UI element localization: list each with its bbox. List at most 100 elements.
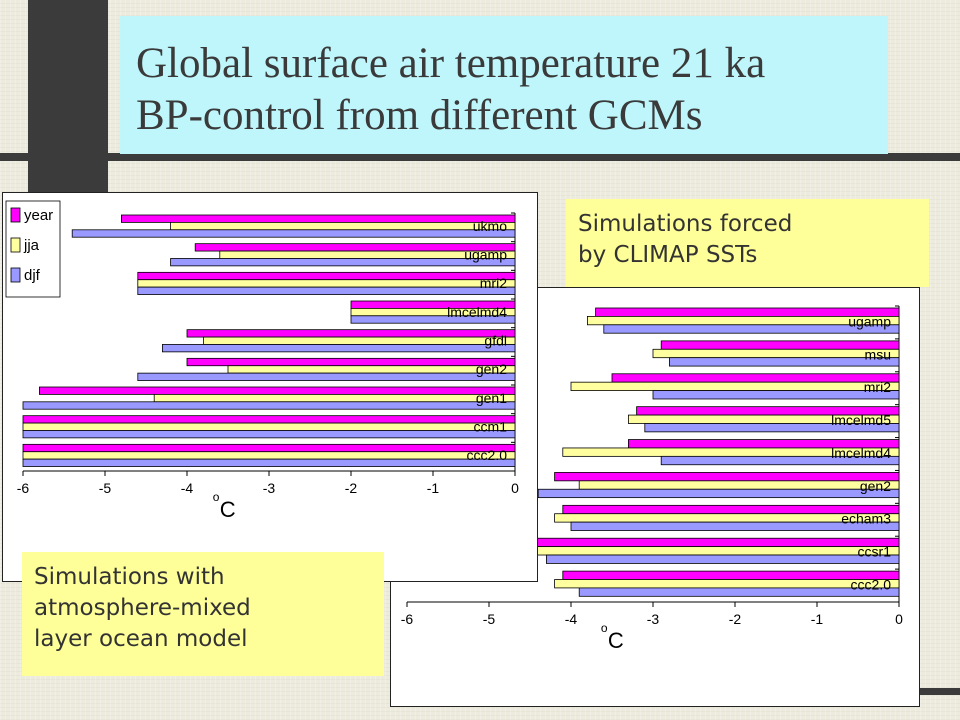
chart1-bar-mri2-jja bbox=[137, 279, 516, 288]
chart1-tick-label: -1 bbox=[427, 480, 440, 496]
chart1-legend-label-jja: jja bbox=[23, 237, 40, 254]
chart1-bar-lmcelmd4-djf bbox=[350, 315, 516, 324]
chart2-tick-label: -2 bbox=[729, 611, 742, 627]
chart1-bar-ccm1-jja bbox=[22, 422, 516, 431]
chart2-category-label: ccc2.0 bbox=[851, 577, 892, 593]
chart1-category-label: ugamp bbox=[464, 246, 507, 262]
chart1-bar-ugamp-djf bbox=[170, 258, 516, 267]
chart1-tick-label: 0 bbox=[511, 480, 519, 496]
chart2-bar-msu-djf bbox=[668, 357, 900, 367]
chart1-category-label: ccc2.0 bbox=[467, 447, 508, 463]
chart2-unit-label: C bbox=[608, 628, 624, 653]
decor-bar-vertical bbox=[28, 0, 108, 192]
chart2-bar-lmcelmd4-djf bbox=[660, 455, 900, 466]
chart2-category-label: gen2 bbox=[860, 478, 891, 494]
note-climap-line-2: by CLIMAP SSTs bbox=[578, 242, 758, 268]
chart2-category-label: lmcelmd5 bbox=[831, 412, 891, 428]
chart2-category-label: ccsr1 bbox=[858, 544, 892, 560]
chart2-bar-echam3-djf bbox=[570, 521, 900, 531]
chart2-category-label: ugamp bbox=[848, 313, 891, 329]
chart1-bar-gen1-jja bbox=[153, 393, 516, 403]
chart1-bar-ukmo-jja bbox=[170, 221, 516, 231]
chart2-bar-msu-year bbox=[660, 340, 900, 350]
chart2-bar-ccc2-0-djf bbox=[578, 587, 900, 597]
chart1-unit-label: C bbox=[220, 497, 236, 522]
chart1-bar-gen1-djf bbox=[22, 401, 516, 410]
note-mixed-line-2: atmosphere-mixed bbox=[34, 595, 251, 621]
chart-climap: -6 -5 -4 -3 -2 -1 0 ugamp msu mri2 lmcelmd5 lmcelmd… bbox=[401, 305, 903, 653]
decor-bar-horizontal bbox=[0, 153, 960, 161]
note-mixed-line-1: Simulations with bbox=[34, 564, 225, 590]
chart2-bar-ccc2-0-jja bbox=[554, 579, 900, 589]
chart1-bar-ccm1-djf bbox=[22, 430, 516, 439]
note-climap-line-1: Simulations forced bbox=[578, 211, 793, 237]
chart2-bar-mri2-year bbox=[611, 373, 900, 383]
chart1-tick-label: -5 bbox=[99, 480, 112, 496]
chart1-legend-swatch-djf bbox=[10, 267, 21, 283]
chart2-bar-msu-jja bbox=[652, 348, 900, 359]
chart2-bar-mri2-jja bbox=[570, 381, 900, 391]
chart2-bar-ccsr1-year bbox=[529, 537, 900, 548]
chart2-category-label: lmcelmd4 bbox=[831, 445, 891, 461]
chart1-category-label: gen1 bbox=[476, 390, 507, 406]
note-climap: Simulations forced by CLIMAP SSTs bbox=[566, 199, 929, 287]
chart1-category-label: gfdl bbox=[484, 332, 507, 348]
chart2-tick-label: -1 bbox=[811, 611, 824, 627]
chart1-bar-ccc2-0-jja bbox=[22, 451, 516, 460]
chart1-bar-gfdl-jja bbox=[202, 336, 516, 345]
chart2-bar-gen2-year bbox=[554, 472, 900, 482]
chart1-bar-gen2-jja bbox=[227, 365, 516, 374]
chart1-tick-label: -4 bbox=[181, 480, 194, 496]
chart2-category-label: echam3 bbox=[841, 511, 891, 527]
chart1-category-label: lmcelmd4 bbox=[447, 304, 507, 320]
chart1-bar-ccm1-year bbox=[22, 415, 516, 424]
chart2-unit-degree: o bbox=[601, 621, 608, 635]
chart2-bar-ccsr1-djf bbox=[545, 554, 900, 564]
chart1-legend-swatch-jja bbox=[10, 237, 21, 253]
chart2-category-label: mri2 bbox=[864, 379, 891, 395]
chart2-tick-label: 0 bbox=[895, 611, 903, 627]
chart2-tick-label: -4 bbox=[565, 611, 578, 627]
chart2-bar-gen2-djf bbox=[537, 488, 900, 499]
title-line-1: Global surface air temperature 21 ka bbox=[136, 40, 766, 87]
chart-mixed-layer: -6 -5 -4 -3 -2 -1 0 ukmo ugamp mri2 lmcelmd4 gfdl ge… bbox=[5, 200, 519, 522]
chart1-unit-degree: o bbox=[213, 490, 220, 504]
chart1-tick-label: -6 bbox=[17, 480, 30, 496]
chart2-bar-mri2-djf bbox=[652, 390, 900, 400]
chart2-bar-ugamp-djf bbox=[603, 324, 900, 334]
chart2-bar-ccsr1-jja bbox=[529, 546, 900, 556]
chart2-tick-label: -6 bbox=[401, 611, 414, 627]
chart1-bar-mri2-djf bbox=[137, 286, 516, 295]
chart-mixed-layer-panel: -6 -5 -4 -3 -2 -1 0 ukmo ugamp mri2 lmcelmd4 gfdl ge… bbox=[2, 192, 538, 582]
note-mixed-layer: Simulations with atmosphere-mixed layer … bbox=[22, 552, 384, 676]
chart1-bar-gen1-year bbox=[39, 386, 516, 395]
chart1-bar-ccc2-0-year bbox=[22, 443, 516, 453]
chart1-legend-label-year: year bbox=[24, 207, 53, 224]
decor-bar-bottom bbox=[920, 688, 960, 695]
chart1-legend: year jja djf bbox=[5, 200, 61, 298]
chart1-bar-gfdl-djf bbox=[161, 344, 516, 353]
note-mixed-line-3: layer ocean model bbox=[34, 626, 248, 652]
chart1-bar-gen2-djf bbox=[137, 372, 516, 381]
chart1-category-label: ccm1 bbox=[474, 418, 508, 434]
chart1-bar-mri2-year bbox=[137, 271, 516, 281]
chart2-bar-lmcelmd5-djf bbox=[644, 423, 900, 433]
chart1-legend-label-djf: djf bbox=[24, 267, 41, 284]
chart1-legend-swatch-year bbox=[10, 207, 21, 223]
chart1-bar-gen2-year bbox=[186, 357, 516, 367]
chart1-category-label: mri2 bbox=[480, 275, 507, 291]
slide-title: Global surface air temperature 21 ka BP-… bbox=[120, 16, 888, 154]
chart2-bar-gen2-jja bbox=[578, 480, 900, 490]
chart1-bar-gfdl-year bbox=[186, 329, 516, 338]
chart1-bar-ukmo-year bbox=[121, 214, 516, 223]
chart1-bar-ccc2-0-djf bbox=[22, 458, 516, 467]
chart1-bar-ukmo-djf bbox=[71, 229, 516, 238]
chart1-tick-label: -2 bbox=[345, 480, 358, 496]
chart2-category-label: msu bbox=[865, 346, 891, 362]
chart2-tick-label: -3 bbox=[647, 611, 660, 627]
chart1-category-label: gen2 bbox=[476, 361, 507, 377]
chart2-bar-ccc2-0-year bbox=[562, 570, 900, 580]
chart2-tick-label: -5 bbox=[483, 611, 496, 627]
title-line-2: BP-control from different GCMs bbox=[136, 92, 703, 139]
chart1-tick-label: -3 bbox=[263, 480, 276, 496]
